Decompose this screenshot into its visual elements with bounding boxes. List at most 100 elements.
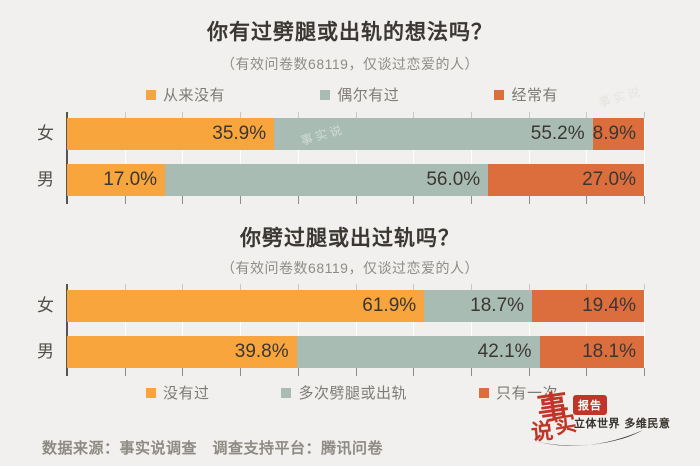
legend-label: 经常有 xyxy=(511,87,558,104)
bar-segment: 55.2% xyxy=(274,118,593,150)
bar-segment: 42.1% xyxy=(296,336,540,368)
axis-tick xyxy=(240,368,242,376)
gridline xyxy=(528,118,530,196)
stacked-bar: 35.9% 55.2% 8.9% xyxy=(67,118,644,150)
plot-area: 女 35.9% 55.2% 8.9% 男 17.0% 56.0% 27.0% xyxy=(0,112,700,204)
axis-tick xyxy=(355,368,357,376)
gridline xyxy=(124,118,126,196)
gridline xyxy=(182,290,184,368)
legend-item: 偶尔有过 xyxy=(320,84,399,105)
axis-tick xyxy=(470,284,472,290)
axis-tick xyxy=(355,284,357,290)
axis-tick xyxy=(644,196,645,204)
report-badge: 报告 xyxy=(573,395,607,415)
segment-value: 56.0% xyxy=(426,169,481,190)
bar-segment: 27.0% xyxy=(488,164,644,196)
gridline xyxy=(355,290,357,368)
legend-swatch xyxy=(146,387,156,398)
axis-tick xyxy=(413,196,415,204)
bar-rows: 女 35.9% 55.2% 8.9% 男 17.0% 56.0% 27.0% xyxy=(0,118,700,196)
stacked-bar: 17.0% 56.0% 27.0% xyxy=(67,164,644,196)
shishishuo-logo: 事 实 说 报告 立体世界 多维民意 xyxy=(528,386,693,462)
axis-tick xyxy=(182,112,184,118)
category-label: 女 xyxy=(37,124,54,143)
category-label: 女 xyxy=(37,296,54,315)
bar-row: 男 17.0% 56.0% 27.0% xyxy=(0,164,700,196)
axis-tick xyxy=(297,368,299,376)
axis-tick xyxy=(528,112,530,118)
axis-tick xyxy=(644,284,645,290)
bar-segment: 39.8% xyxy=(67,336,297,368)
legend-swatch xyxy=(146,89,156,100)
y-axis-line xyxy=(66,112,68,204)
chart-subtitle: （有效问卷数68119，仅谈过恋爱的人） xyxy=(221,56,479,72)
axis-tick xyxy=(586,284,588,290)
axis-tick xyxy=(124,284,126,290)
legend-label: 没有过 xyxy=(163,385,210,402)
axis-tick xyxy=(240,112,242,118)
legend-item: 没有过 xyxy=(146,382,210,403)
brush-swoosh-icon xyxy=(535,430,643,446)
legend-label: 从来没有 xyxy=(163,87,226,104)
axis-tick xyxy=(297,196,299,204)
segment-value: 18.1% xyxy=(582,341,636,362)
segment-value: 42.1% xyxy=(477,341,532,362)
bar-row: 女 61.9% 18.7% 19.4% xyxy=(0,290,700,322)
bar-segment: 18.7% xyxy=(424,290,533,322)
data-source-text: 数据来源：事实说调查 调查支持平台：腾讯问卷 xyxy=(42,440,384,457)
bar-segment: 19.4% xyxy=(532,290,644,322)
axis-tick xyxy=(413,368,415,376)
axis-tick xyxy=(470,112,472,118)
gridline xyxy=(413,118,415,196)
gridline xyxy=(124,290,126,368)
gridline xyxy=(470,290,472,368)
legend-label: 多次劈腿或出轨 xyxy=(298,385,407,402)
legend: 没有过 多次劈腿或出轨 只有一次 xyxy=(146,382,558,403)
gridline xyxy=(413,290,415,368)
bar-segment: 35.9% xyxy=(67,118,275,150)
bar-row: 女 35.9% 55.2% 8.9% xyxy=(0,118,700,150)
segment-value: 8.9% xyxy=(592,123,636,144)
gridline xyxy=(586,118,588,196)
plot-area: 女 61.9% 18.7% 19.4% 男 39.8% 42.1% 18.1% xyxy=(0,284,700,376)
logo-tagline: 立体世界 多维民意 xyxy=(574,417,671,430)
gridline xyxy=(182,118,184,196)
axis-tick xyxy=(297,112,299,118)
y-axis-line xyxy=(66,284,68,376)
axis-tick xyxy=(124,368,126,376)
axis-tick xyxy=(182,196,184,204)
axis-tick xyxy=(644,112,645,118)
legend-item: 只有一次 xyxy=(478,382,558,403)
segment-value: 39.8% xyxy=(234,341,289,362)
legend-label: 只有一次 xyxy=(495,385,558,402)
axis-tick xyxy=(644,368,645,376)
axis-tick xyxy=(124,112,126,118)
stacked-bar: 61.9% 18.7% 19.4% xyxy=(67,290,644,322)
chart-subtitle: （有效问卷数68119，仅谈过恋爱的人） xyxy=(221,260,479,276)
gridline xyxy=(297,290,299,368)
bar-segment: 18.1% xyxy=(539,336,644,368)
segment-value: 35.9% xyxy=(212,123,267,144)
legend-item: 经常有 xyxy=(494,84,558,105)
axis-tick xyxy=(528,196,530,204)
axis-tick xyxy=(182,284,184,290)
gridlines xyxy=(66,284,645,376)
segment-value: 27.0% xyxy=(582,169,636,190)
chart-cheating-actions: 你劈过腿或出过轨吗？ （有效问卷数68119，仅谈过恋爱的人） 女 61.9% 18… xyxy=(0,225,700,403)
segment-value: 18.7% xyxy=(470,295,525,316)
category-label: 男 xyxy=(37,170,54,189)
gridline xyxy=(297,118,299,196)
axis-tick xyxy=(355,196,357,204)
axis-tick xyxy=(297,284,299,290)
bar-segment: 17.0% xyxy=(67,164,166,196)
category-label: 男 xyxy=(37,342,54,361)
axis-tick xyxy=(240,196,242,204)
chart-cheating-thoughts: 你有过劈腿或出轨的想法吗？ （有效问卷数68119，仅谈过恋爱的人） 从来没有 偶… xyxy=(0,0,700,204)
axis-tick xyxy=(413,112,415,118)
legend-swatch xyxy=(281,387,292,398)
axis-tick xyxy=(528,368,530,376)
gridline xyxy=(240,118,242,196)
gridline xyxy=(240,290,242,368)
gridline xyxy=(470,118,472,196)
segment-value: 55.2% xyxy=(530,123,585,144)
